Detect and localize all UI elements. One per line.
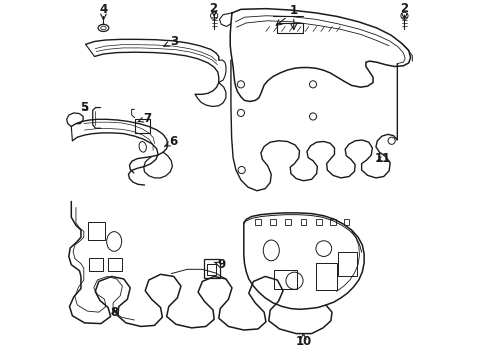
Bar (88, 222, 105, 240)
Bar (89, 257, 103, 271)
Bar (270, 219, 275, 225)
Bar (108, 257, 122, 271)
Text: 5: 5 (80, 101, 88, 114)
Bar (255, 219, 261, 225)
Bar (315, 263, 337, 290)
Text: 1: 1 (289, 4, 297, 17)
Bar (203, 259, 219, 278)
Text: 3: 3 (163, 35, 178, 48)
Text: 7: 7 (138, 112, 151, 125)
Text: 4: 4 (99, 3, 107, 16)
Bar (273, 270, 296, 289)
Bar (285, 219, 290, 225)
Bar (343, 219, 349, 225)
Bar (134, 119, 149, 133)
Text: 9: 9 (214, 258, 225, 271)
Text: 8: 8 (110, 306, 118, 319)
Text: 10: 10 (295, 335, 311, 348)
Bar (329, 219, 335, 225)
Bar (300, 219, 305, 225)
Text: 6: 6 (164, 135, 178, 148)
Text: 2: 2 (208, 2, 217, 15)
Bar (315, 219, 321, 225)
Bar (206, 264, 216, 275)
Bar (337, 252, 356, 276)
Text: 11: 11 (374, 152, 390, 165)
Text: 2: 2 (400, 2, 407, 15)
